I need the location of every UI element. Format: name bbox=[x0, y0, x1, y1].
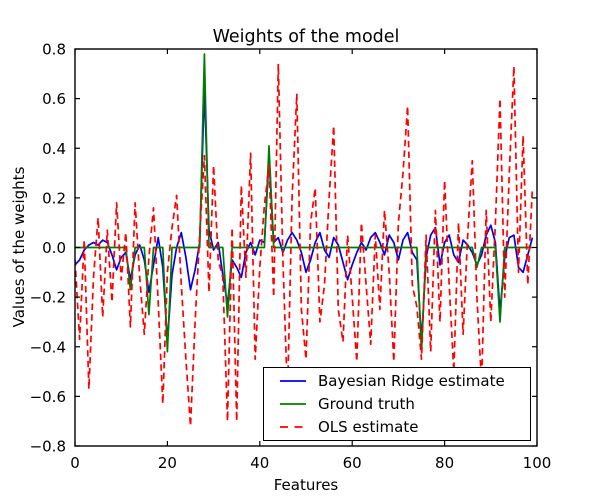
series-lines bbox=[75, 53, 534, 427]
x-axis-label: Features bbox=[274, 476, 339, 494]
y-tick-label: 0.4 bbox=[42, 140, 66, 158]
y-tick-label: 0.8 bbox=[42, 41, 66, 59]
x-tick-label: 40 bbox=[250, 454, 269, 472]
y-tick-label: −0.4 bbox=[30, 338, 66, 356]
ground-truth-line-sample bbox=[280, 403, 306, 405]
ground-truth-line bbox=[75, 53, 533, 353]
y-tick-label: −0.2 bbox=[30, 289, 66, 307]
ols-line-sample bbox=[280, 425, 306, 428]
legend-item-ols: OLS estimate bbox=[279, 415, 524, 438]
x-tick-label: 20 bbox=[158, 454, 177, 472]
x-tick-label: 0 bbox=[70, 454, 80, 472]
chart-title: Weights of the model bbox=[213, 27, 400, 47]
legend-label-bayesian-ridge: Bayesian Ridge estimate bbox=[318, 372, 505, 391]
y-tick-label: 0.0 bbox=[42, 239, 66, 257]
ols-line bbox=[75, 63, 534, 427]
x-tick-label: 60 bbox=[343, 454, 362, 472]
legend-item-bayesian-ridge: Bayesian Ridge estimate bbox=[279, 370, 524, 393]
y-axis-label: Values of the weights bbox=[10, 166, 28, 327]
y-tick-label: 0.2 bbox=[42, 189, 66, 207]
y-tick-label: −0.6 bbox=[30, 388, 66, 406]
y-tick-label: 0.6 bbox=[42, 90, 66, 108]
y-tick-label: −0.8 bbox=[30, 438, 66, 456]
x-tick-label: 80 bbox=[435, 454, 454, 472]
tick-labels: 0 20 40 60 80 100 0.8 0.6 0.4 0.2 0.0 −0.2 −0.4 −0.6 −… bbox=[30, 41, 552, 473]
legend-item-ground-truth: Ground truth bbox=[279, 393, 524, 416]
legend-label-ground-truth: Ground truth bbox=[318, 395, 415, 413]
legend-label-ols: OLS estimate bbox=[318, 417, 419, 436]
plot-border bbox=[74, 48, 538, 447]
legend: Bayesian Ridge estimate Ground truth OLS… bbox=[263, 367, 531, 441]
x-tick-label: 100 bbox=[523, 454, 552, 472]
bayesian-ridge-line-sample bbox=[280, 380, 306, 383]
